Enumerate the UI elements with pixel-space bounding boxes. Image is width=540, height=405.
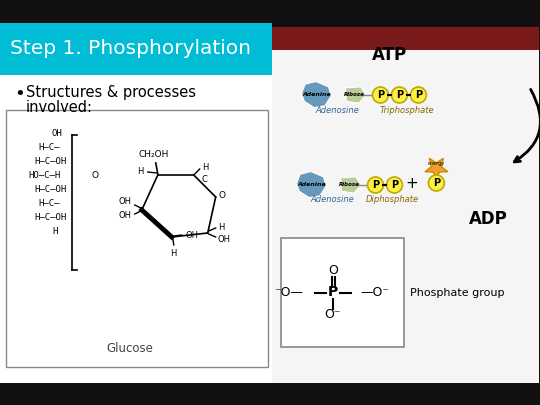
Text: O: O (218, 190, 225, 200)
Text: ADP: ADP (469, 210, 508, 228)
Circle shape (368, 177, 383, 193)
Text: H: H (202, 162, 208, 171)
Text: Triphosphate: Triphosphate (380, 106, 435, 115)
Text: Glucose: Glucose (106, 342, 153, 355)
Text: H: H (218, 222, 224, 232)
Text: OH: OH (52, 128, 63, 138)
FancyBboxPatch shape (281, 238, 404, 347)
FancyBboxPatch shape (272, 50, 539, 383)
Text: involved:: involved: (26, 100, 93, 115)
Text: Ribose: Ribose (344, 92, 365, 98)
Text: H—C—: H—C— (38, 143, 59, 151)
Text: •: • (14, 85, 25, 103)
Text: Step 1. Phosphorylation: Step 1. Phosphorylation (10, 40, 251, 58)
Text: Adenosine: Adenosine (310, 195, 354, 204)
FancyBboxPatch shape (0, 23, 272, 75)
Text: ⁻O—: ⁻O— (274, 286, 303, 299)
Text: O: O (328, 264, 338, 277)
Circle shape (410, 87, 427, 103)
Text: P: P (372, 180, 379, 190)
FancyBboxPatch shape (6, 110, 268, 367)
Text: H: H (52, 226, 57, 235)
Text: O⁻: O⁻ (325, 308, 341, 321)
Text: P: P (328, 286, 338, 300)
Circle shape (373, 87, 388, 103)
Text: OH: OH (218, 234, 231, 243)
Text: Ribose: Ribose (339, 183, 360, 188)
Text: C: C (202, 175, 207, 185)
Circle shape (428, 175, 444, 191)
Text: H—C—: H—C— (38, 198, 59, 207)
Circle shape (392, 87, 407, 103)
Text: Structures & processes: Structures & processes (26, 85, 196, 100)
Text: H: H (137, 166, 144, 175)
Text: H—C—OH: H—C—OH (34, 213, 66, 222)
Text: Phosphate group: Phosphate group (410, 288, 505, 298)
Polygon shape (341, 177, 361, 193)
Polygon shape (301, 81, 331, 108)
Circle shape (387, 177, 402, 193)
FancyBboxPatch shape (0, 383, 539, 405)
Text: —O⁻: —O⁻ (361, 286, 390, 299)
FancyBboxPatch shape (272, 27, 539, 50)
Text: HO—C—H: HO—C—H (28, 171, 60, 179)
Text: P: P (377, 90, 384, 100)
Text: OH: OH (186, 230, 199, 239)
Text: H: H (171, 249, 177, 258)
Text: H—C—OH: H—C—OH (34, 185, 66, 194)
Text: H—C—OH: H—C—OH (34, 156, 66, 166)
Text: Adenine: Adenine (297, 183, 326, 188)
FancyBboxPatch shape (0, 27, 539, 383)
Text: ATP: ATP (372, 46, 407, 64)
Text: Adenine: Adenine (302, 92, 331, 98)
Text: +: + (405, 175, 418, 190)
Polygon shape (425, 158, 448, 180)
Text: P: P (391, 180, 398, 190)
Polygon shape (346, 87, 366, 103)
Text: P: P (433, 178, 440, 188)
Text: Diphosphate: Diphosphate (366, 195, 419, 204)
Text: P: P (415, 90, 422, 100)
Text: CH₂OH: CH₂OH (139, 150, 169, 159)
Text: energy: energy (428, 162, 445, 166)
Text: OH: OH (119, 211, 132, 220)
Text: O: O (92, 171, 99, 179)
Text: Adenosine: Adenosine (316, 106, 360, 115)
FancyBboxPatch shape (0, 0, 539, 27)
Polygon shape (296, 171, 326, 198)
Text: P: P (396, 90, 403, 100)
Text: OH: OH (119, 198, 132, 207)
